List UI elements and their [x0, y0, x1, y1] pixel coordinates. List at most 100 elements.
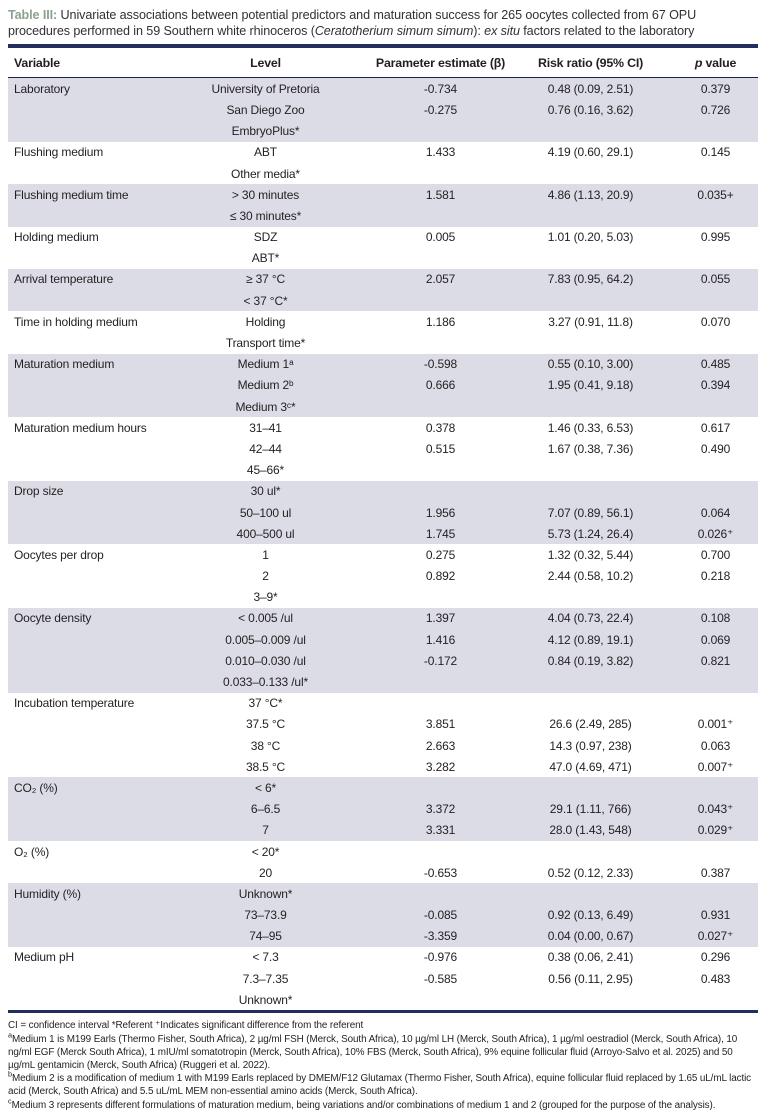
estimate-cell [373, 205, 508, 226]
risk-ratio-cell: 3.27 (0.91, 11.8) [548, 314, 633, 329]
p-value-cell: 0.035+ [697, 187, 734, 202]
footnote-a-text: Medium 1 is M199 Earls (Thermo Fisher, S… [8, 1033, 738, 1072]
estimate-cell [373, 290, 508, 311]
variable-cell [8, 523, 158, 544]
table-row: Transport time* [8, 332, 758, 353]
risk-ratio-cell: 14.3 (0.97, 238) [549, 738, 632, 753]
variable-cell: CO₂ (%) [14, 780, 58, 795]
variable-cell [8, 799, 158, 820]
p-value-cell [673, 481, 758, 502]
estimate-cell [373, 883, 508, 904]
level-cell: 1 [262, 547, 269, 562]
table-row: 50–100 ul 1.956 7.07 (0.89, 56.1) 0.064 [8, 501, 758, 524]
level-cell: ≥ 37 °C [245, 272, 286, 287]
level-cell: 6–6.5 [250, 802, 281, 817]
risk-ratio-cell: 26.6 (2.49, 285) [549, 717, 632, 732]
estimate-cell [373, 460, 508, 481]
variable-cell [8, 566, 158, 587]
variable-cell [8, 735, 158, 756]
risk-ratio-cell: 7.07 (0.89, 56.1) [547, 505, 634, 520]
variable-cell [8, 248, 158, 269]
estimate-cell [373, 693, 508, 714]
estimate-cell: 3.851 [425, 717, 456, 732]
estimate-cell: -0.085 [423, 908, 458, 923]
risk-ratio-cell [508, 396, 673, 417]
level-cell: ABT [254, 145, 277, 160]
variable-cell [8, 926, 158, 947]
estimate-cell: 0.378 [425, 420, 456, 435]
level-cell: San Diego Zoo [226, 102, 305, 117]
estimate-cell: 0.515 [425, 441, 456, 456]
level-cell: > 30 minutes [231, 187, 300, 202]
p-value-cell [673, 587, 758, 608]
p-value-cell: 0.726 [700, 102, 731, 117]
variable-cell: Drop size [14, 484, 64, 499]
variable-cell [8, 756, 158, 777]
title-text-2: ): [473, 23, 485, 38]
p-value-cell: 0.490 [700, 441, 731, 456]
variable-cell [8, 629, 158, 650]
level-cell: 7.3–7.35 [242, 971, 289, 986]
table-number-label: Table III: [8, 8, 58, 22]
p-value-cell: 0.485 [700, 357, 731, 372]
level-cell: 0.005–0.009 /ul [225, 632, 306, 647]
estimate-cell: 1.416 [425, 632, 456, 647]
risk-ratio-cell [508, 205, 673, 226]
variable-cell [8, 375, 158, 396]
variable-cell: Medium pH [14, 950, 75, 965]
variable-cell: Oocyte density [14, 611, 92, 626]
estimate-cell: 0.892 [425, 569, 456, 584]
species-name: Ceratotherium simum simum [314, 23, 474, 38]
p-value-cell: 0.617 [700, 420, 731, 435]
variable-cell [8, 968, 158, 989]
p-value-cell: 0.821 [700, 653, 731, 668]
p-value-cell: 0.001⁺ [697, 717, 734, 732]
risk-ratio-cell [508, 693, 673, 714]
risk-ratio-cell: 4.19 (0.60, 29.1) [547, 145, 634, 160]
estimate-cell [373, 248, 508, 269]
level-cell: 38.5 °C [245, 759, 286, 774]
risk-ratio-cell [508, 248, 673, 269]
table-row: Medium pH < 7.3 -0.976 0.38 (0.06, 2.41) 0.2… [8, 947, 758, 968]
table-footnotes: CI = confidence interval *Referent ⁺Indi… [8, 1019, 760, 1111]
level-cell: 42–44 [249, 441, 282, 456]
level-cell: 37 °C* [248, 696, 283, 711]
risk-ratio-cell: 7.83 (0.95, 64.2) [547, 272, 634, 287]
estimate-cell: 1.433 [425, 145, 456, 160]
level-cell: < 7.3 [252, 950, 279, 965]
p-value-cell: 0.070 [700, 314, 731, 329]
estimate-cell [373, 671, 508, 692]
risk-ratio-cell: 4.12 (0.89, 19.1) [547, 632, 634, 647]
p-value-cell [673, 693, 758, 714]
header-variable: Variable [8, 46, 158, 79]
risk-ratio-cell: 0.48 (0.09, 2.51) [547, 81, 634, 96]
level-cell: 20 [258, 865, 273, 880]
risk-ratio-cell [508, 777, 673, 798]
variable-cell [8, 205, 158, 226]
risk-ratio-cell: 5.73 (1.24, 26.4) [547, 526, 634, 541]
p-value-cell: 0.379 [700, 81, 731, 96]
p-value-cell: 0.108 [700, 611, 731, 626]
table-row: 3–9* [8, 587, 758, 608]
p-value-cell: 0.064 [700, 505, 731, 520]
estimate-cell [373, 989, 508, 1012]
level-cell: Holding [245, 314, 286, 329]
estimate-cell: 1.745 [425, 526, 456, 541]
risk-ratio-cell [508, 121, 673, 142]
level-cell: ABT* [251, 251, 280, 266]
table-row: Laboratory University of Pretoria -0.734 0.… [8, 77, 758, 100]
risk-ratio-cell [508, 332, 673, 353]
estimate-cell [373, 777, 508, 798]
table-row: 38 °C 2.663 14.3 (0.97, 238) 0.063 [8, 735, 758, 756]
variable-cell: Laboratory [14, 81, 70, 96]
table-row: O₂ (%) < 20* [8, 841, 758, 862]
estimate-cell [373, 587, 508, 608]
table-row: 0.033–0.133 /ul* [8, 671, 758, 693]
table-row: Maturation medium hours 31–41 0.378 1.46 (0… [8, 417, 758, 438]
table-row: Flushing medium ABT 1.433 4.19 (0.60, 29.1)… [8, 142, 758, 163]
risk-ratio-cell [508, 883, 673, 904]
table-row: 74–95 -3.359 0.04 (0.00, 0.67) 0.027⁺ [8, 925, 758, 947]
variable-cell: Flushing medium [14, 145, 104, 160]
variable-cell [8, 438, 158, 459]
footnote-medium-1: aMedium 1 is M199 Earls (Thermo Fisher, … [8, 1031, 760, 1073]
